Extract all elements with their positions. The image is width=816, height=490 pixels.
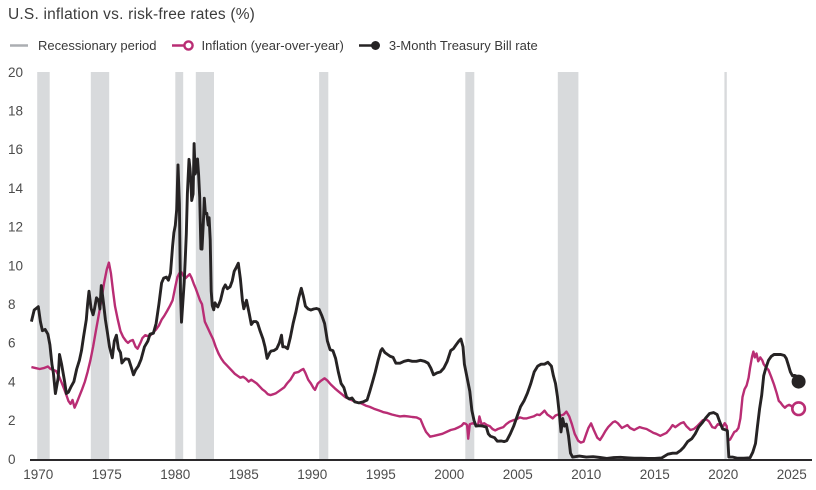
tbill-line-icon — [358, 39, 383, 52]
y-tick-label: 16 — [8, 142, 23, 157]
recession-band — [37, 72, 50, 459]
x-tick-label: 2025 — [777, 467, 807, 482]
y-tick-label: 14 — [8, 181, 24, 196]
y-tick-label: 20 — [8, 65, 23, 80]
y-tick-label: 4 — [8, 374, 16, 389]
x-tick-label: 1995 — [366, 467, 396, 482]
recession-band — [557, 72, 579, 459]
legend-item-tbill: 3-Month Treasury Bill rate — [358, 38, 538, 53]
inflation-end-marker — [790, 401, 807, 417]
y-tick-label: 12 — [8, 220, 23, 235]
y-tick-label: 0 — [8, 452, 16, 467]
legend-label-recession: Recessionary period — [38, 38, 157, 53]
recession-band — [319, 72, 329, 459]
x-tick-label: 2005 — [503, 467, 533, 482]
inflation-line — [31, 261, 799, 444]
tbill-end-marker — [791, 374, 806, 389]
legend-item-recession: Recessionary period — [8, 38, 157, 53]
recession-band — [195, 72, 214, 459]
chart-legend: Recessionary period Inflation (year-over… — [8, 38, 538, 53]
x-tick-label: 1970 — [23, 467, 53, 482]
inflation-line-icon — [171, 39, 196, 52]
x-tick-label: 2010 — [571, 467, 601, 482]
recession-band-icon — [8, 39, 32, 52]
recession-band — [90, 72, 110, 459]
legend-item-inflation: Inflation (year-over-year) — [171, 38, 344, 53]
legend-label-tbill: 3-Month Treasury Bill rate — [388, 38, 538, 53]
chart-header: U.S. inflation vs. risk-free rates (%) — [8, 6, 808, 25]
recession-band — [724, 72, 727, 459]
tbill-line — [29, 142, 800, 460]
x-tick-label: 2020 — [708, 467, 738, 482]
y-tick-label: 2 — [8, 413, 16, 428]
x-tick-label: 2000 — [434, 467, 464, 482]
y-tick-label: 10 — [8, 258, 23, 273]
chart-title: U.S. inflation vs. risk-free rates (%) — [8, 6, 256, 23]
y-tick-label: 6 — [8, 336, 16, 351]
x-tick-label: 1990 — [297, 467, 327, 482]
recession-band — [465, 72, 475, 459]
x-tick-label: 1985 — [229, 467, 259, 482]
x-tick-label: 2015 — [640, 467, 670, 482]
x-tick-label: 1975 — [92, 467, 122, 482]
y-tick-label: 8 — [8, 297, 16, 312]
x-tick-label: 1980 — [160, 467, 190, 482]
legend-label-inflation: Inflation (year-over-year) — [201, 38, 344, 53]
y-tick-label: 18 — [8, 104, 23, 119]
